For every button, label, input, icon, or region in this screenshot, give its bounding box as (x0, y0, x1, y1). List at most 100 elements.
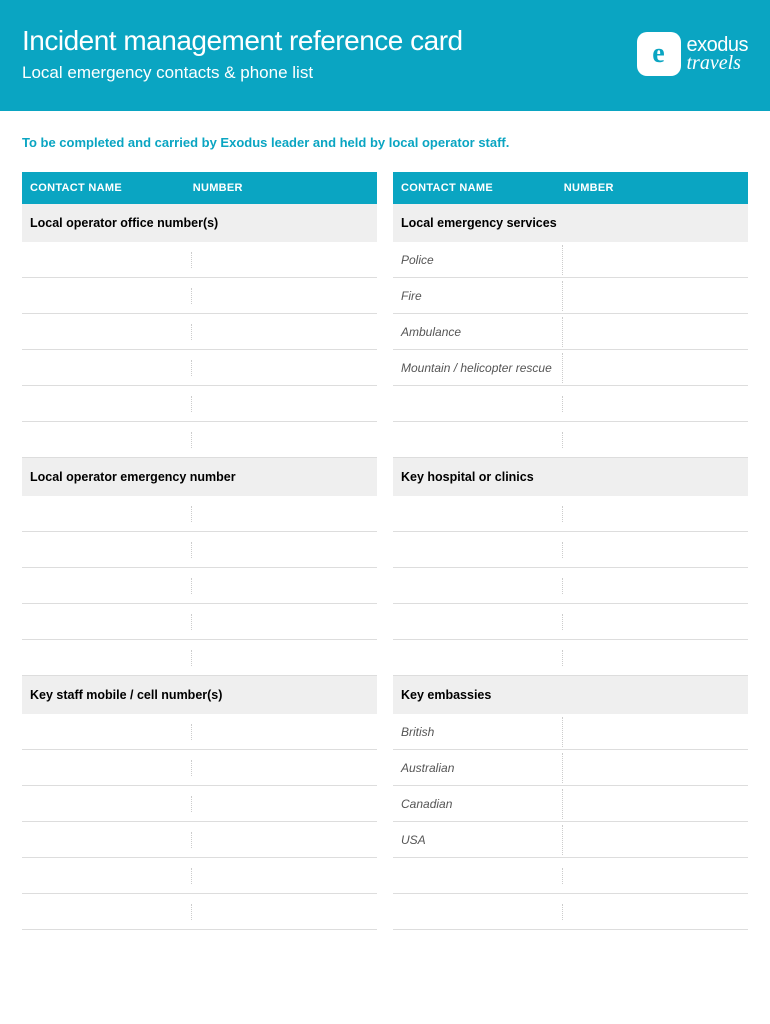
cell-contact-name[interactable]: Mountain / helicopter rescue (393, 353, 563, 383)
cell-contact-name[interactable] (22, 724, 192, 740)
cell-contact-name[interactable] (22, 506, 192, 522)
cell-number[interactable] (563, 578, 748, 594)
cell-number[interactable] (563, 288, 748, 304)
table-row (22, 532, 377, 568)
table-row: Fire (393, 278, 748, 314)
cell-number[interactable] (192, 760, 377, 776)
cell-contact-name[interactable] (22, 614, 192, 630)
cell-contact-name[interactable] (22, 360, 192, 376)
cell-number[interactable] (192, 506, 377, 522)
right-column: CONTACT NAME NUMBER Local emergency serv… (393, 172, 748, 930)
cell-number[interactable] (192, 252, 377, 268)
cell-number[interactable] (563, 324, 748, 340)
cell-number[interactable] (563, 506, 748, 522)
cell-number[interactable] (563, 832, 748, 848)
cell-contact-name[interactable] (393, 542, 563, 558)
cell-contact-name[interactable] (22, 832, 192, 848)
cell-contact-name[interactable] (393, 578, 563, 594)
table-row (22, 750, 377, 786)
cell-contact-name[interactable] (22, 324, 192, 340)
cell-number[interactable] (563, 432, 748, 448)
cell-contact-name[interactable]: USA (393, 825, 563, 855)
cell-contact-name[interactable]: Fire (393, 281, 563, 311)
logo-icon: e (637, 32, 681, 76)
table-row (22, 604, 377, 640)
table-row: Mountain / helicopter rescue (393, 350, 748, 386)
cell-contact-name[interactable] (22, 396, 192, 412)
table-row (393, 532, 748, 568)
cell-number[interactable] (192, 432, 377, 448)
cell-contact-name[interactable] (22, 578, 192, 594)
cell-contact-name[interactable]: British (393, 717, 563, 747)
cell-contact-name[interactable]: Australian (393, 753, 563, 783)
cell-contact-name[interactable]: Police (393, 245, 563, 275)
cell-number[interactable] (192, 614, 377, 630)
table-row (22, 640, 377, 676)
table-row (22, 422, 377, 458)
table-row (22, 386, 377, 422)
cell-contact-name[interactable] (22, 796, 192, 812)
table-row (393, 568, 748, 604)
cell-number[interactable] (192, 904, 377, 920)
cell-number[interactable] (192, 324, 377, 340)
table-row: Australian (393, 750, 748, 786)
table-row (393, 640, 748, 676)
cell-number[interactable] (563, 396, 748, 412)
section-header: Key embassies (393, 676, 748, 714)
table-row: USA (393, 822, 748, 858)
cell-contact-name[interactable] (393, 506, 563, 522)
cell-contact-name[interactable] (22, 288, 192, 304)
cell-contact-name[interactable] (22, 650, 192, 666)
cell-number[interactable] (563, 796, 748, 812)
cell-number[interactable] (192, 650, 377, 666)
cell-contact-name[interactable]: Ambulance (393, 317, 563, 347)
cell-number[interactable] (563, 724, 748, 740)
logo-text: exodus travels (687, 36, 749, 72)
cell-number[interactable] (563, 868, 748, 884)
cell-number[interactable] (192, 288, 377, 304)
cell-contact-name[interactable] (393, 396, 563, 412)
table-row (22, 822, 377, 858)
cell-contact-name[interactable] (393, 614, 563, 630)
th-number: NUMBER (193, 182, 369, 194)
instruction-text: To be completed and carried by Exodus le… (22, 135, 748, 150)
table-row (393, 496, 748, 532)
cell-number[interactable] (192, 396, 377, 412)
cell-number[interactable] (192, 796, 377, 812)
cell-contact-name[interactable]: Canadian (393, 789, 563, 819)
cell-number[interactable] (563, 614, 748, 630)
table-row (22, 858, 377, 894)
cell-contact-name[interactable] (393, 650, 563, 666)
cell-contact-name[interactable] (393, 868, 563, 884)
cell-number[interactable] (192, 542, 377, 558)
th-contact-name: CONTACT NAME (401, 182, 564, 194)
cell-contact-name[interactable] (22, 252, 192, 268)
cell-contact-name[interactable] (393, 904, 563, 920)
cell-contact-name[interactable] (393, 432, 563, 448)
cell-number[interactable] (563, 904, 748, 920)
cell-number[interactable] (563, 360, 748, 376)
cell-number[interactable] (563, 760, 748, 776)
cell-contact-name[interactable] (22, 432, 192, 448)
table-row (22, 714, 377, 750)
table-row (22, 894, 377, 930)
cell-contact-name[interactable] (22, 760, 192, 776)
section-header: Local operator emergency number (22, 458, 377, 496)
cell-number[interactable] (192, 868, 377, 884)
cell-contact-name[interactable] (22, 868, 192, 884)
cell-number[interactable] (563, 542, 748, 558)
table-row (393, 894, 748, 930)
section-header: Local operator office number(s) (22, 204, 377, 242)
table-row (22, 568, 377, 604)
table-row (393, 858, 748, 894)
cell-number[interactable] (563, 252, 748, 268)
cell-number[interactable] (192, 578, 377, 594)
cell-number[interactable] (563, 650, 748, 666)
cell-number[interactable] (192, 724, 377, 740)
logo-glyph: e (652, 38, 664, 70)
cell-contact-name[interactable] (22, 904, 192, 920)
cell-contact-name[interactable] (22, 542, 192, 558)
cell-number[interactable] (192, 360, 377, 376)
table-header-right: CONTACT NAME NUMBER (393, 172, 748, 204)
cell-number[interactable] (192, 832, 377, 848)
